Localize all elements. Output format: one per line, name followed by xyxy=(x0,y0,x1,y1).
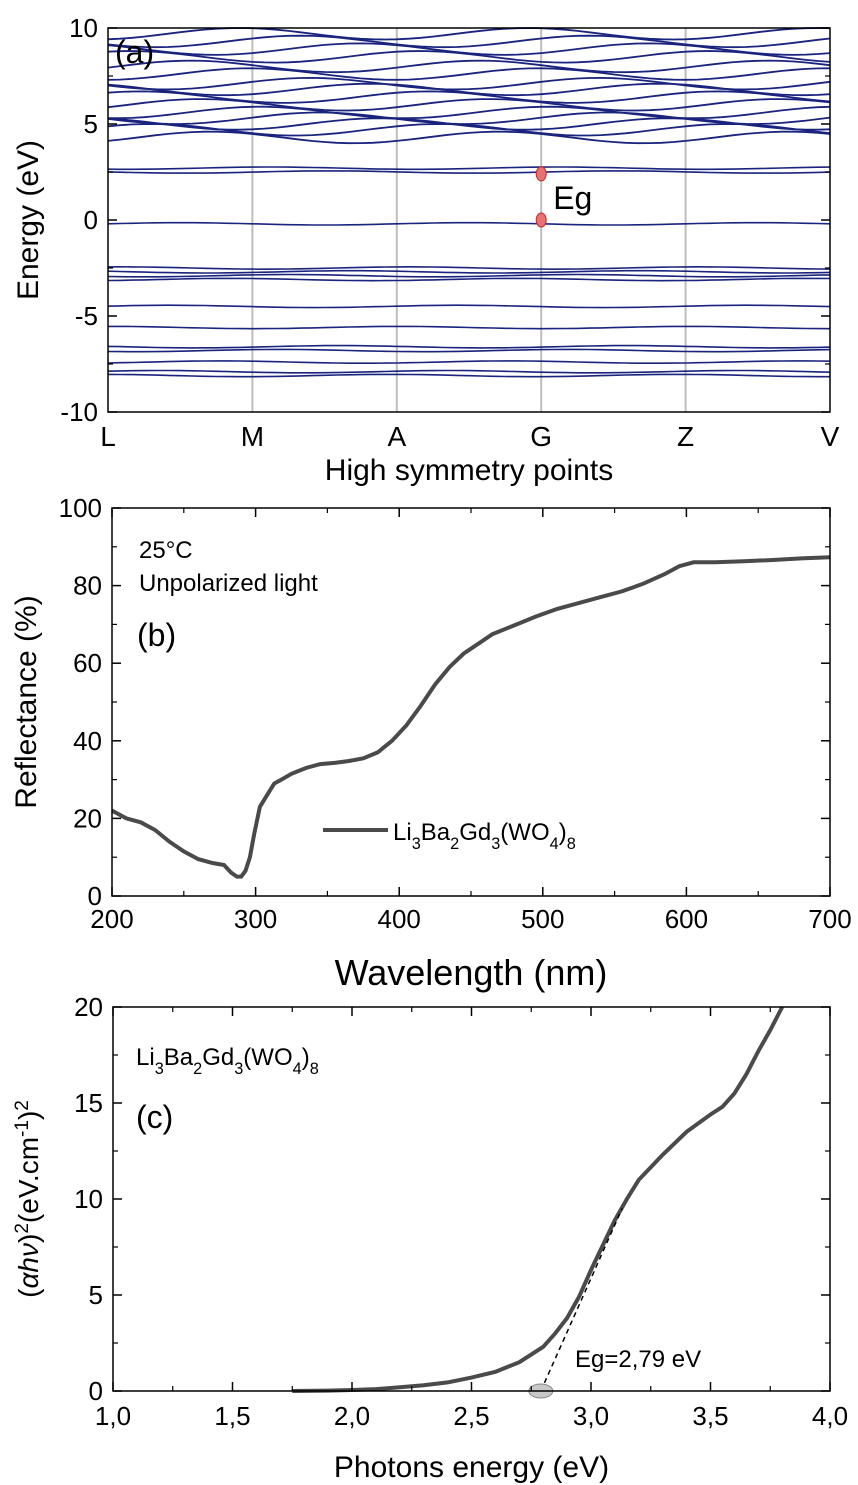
panel-c-eg-annotation: Eg=2,79 eV xyxy=(575,1346,701,1373)
panel-b-ylabel: Reflectance (%) xyxy=(10,595,43,808)
band-line xyxy=(107,304,831,309)
xtick-label: 1,5 xyxy=(214,1401,250,1431)
ytick-label: 100 xyxy=(59,493,102,523)
ytick-label: -5 xyxy=(75,301,98,331)
xtick-label: 500 xyxy=(521,904,564,934)
panel-a-bands xyxy=(107,27,831,378)
xtick-label-V: V xyxy=(821,421,840,452)
panel-b-temperature-annotation: 25°C xyxy=(139,537,193,564)
band-line xyxy=(107,265,831,271)
xtick-label: 600 xyxy=(665,904,708,934)
xtick-label-M: M xyxy=(241,421,264,452)
band-line xyxy=(107,277,831,282)
xtick-label: 1,0 xyxy=(95,1401,131,1431)
band-line xyxy=(107,98,831,112)
xtick-label: 300 xyxy=(234,904,277,934)
panel-c-compound-label: Li3Ba2Gd3(WO4)8 xyxy=(136,1044,319,1078)
band-line xyxy=(107,360,831,364)
ytick-label: 20 xyxy=(73,803,102,833)
ytick-label: -10 xyxy=(60,397,98,427)
band-line xyxy=(107,344,831,349)
panel-b-light-annotation: Unpolarized light xyxy=(139,570,318,597)
gap-point-marker xyxy=(535,166,547,182)
panel-a-xlabel: High symmetry points xyxy=(325,454,613,487)
xtick-label: 2,0 xyxy=(334,1401,370,1431)
band-line xyxy=(107,27,831,41)
ytick-label: 5 xyxy=(89,1280,103,1310)
xtick-label-Z: Z xyxy=(677,421,694,452)
panel-b-series-line xyxy=(111,555,831,879)
ytick-label: 20 xyxy=(74,992,103,1022)
band-line xyxy=(107,273,831,278)
panel-b-ticks: 200 300 400 500 600 700 0 20 40 60 80 100 xyxy=(59,493,852,934)
panel-c-label: (c) xyxy=(136,1099,173,1135)
panel-b-xlabel: Wavelength (nm) xyxy=(335,952,608,993)
panel-a-eg-annotation: Eg xyxy=(553,180,592,216)
band-line xyxy=(107,369,831,374)
xtick-label: 3,5 xyxy=(692,1401,728,1431)
ytick-label: 10 xyxy=(74,1184,103,1214)
band-line xyxy=(107,269,831,274)
xtick-label: 400 xyxy=(378,904,421,934)
band-line xyxy=(107,59,831,74)
band-line xyxy=(107,373,830,378)
ytick-label: 60 xyxy=(73,648,102,678)
band-line xyxy=(107,82,831,97)
band-line xyxy=(108,105,831,120)
panel-a-label: (a) xyxy=(115,34,154,70)
band-line xyxy=(107,130,831,145)
gap-point-marker xyxy=(535,212,547,228)
ytick-label: 0 xyxy=(88,881,102,911)
ytick-label: 10 xyxy=(69,13,98,43)
panel-c-series-line xyxy=(292,1006,784,1393)
band-line xyxy=(108,325,831,330)
ytick-label: 5 xyxy=(84,109,98,139)
band-line xyxy=(107,76,831,91)
band-line xyxy=(107,166,831,171)
xtick-label: 4,0 xyxy=(812,1401,848,1431)
xtick-label: 700 xyxy=(808,904,851,934)
xtick-label-A: A xyxy=(387,421,406,452)
panel-b-legend-text: Li3Ba2Gd3(WO4)8 xyxy=(393,819,576,853)
panel-c-ticks: 1,0 1,5 2,0 2,5 3,0 3,5 4,0 0 5 10 15 20 xyxy=(74,992,848,1431)
panel-b-label: (b) xyxy=(137,617,176,653)
band-line xyxy=(107,42,831,56)
panel-c-ylabel: (αhν)2(eV.cm-1)2 xyxy=(12,1100,45,1298)
panel-c-tauc-plot: 1,0 1,5 2,0 2,5 3,0 3,5 4,0 0 5 10 15 20 Li3Ba2Gd3(… xyxy=(12,992,849,1484)
panel-c-tangent-fit xyxy=(540,1208,623,1392)
panel-a-band-structure: L M A G Z V -10 -5 0 5 10 (a) Eg High symmetry poi… xyxy=(12,13,840,487)
panel-a-gap-markers xyxy=(535,166,547,228)
ytick-label: 80 xyxy=(73,571,102,601)
ytick-label: 0 xyxy=(84,205,98,235)
panel-a-ticks: L M A G Z V -10 -5 0 5 10 xyxy=(60,13,839,452)
ytick-label: 0 xyxy=(89,1376,103,1406)
band-line xyxy=(107,170,831,174)
band-line xyxy=(107,221,831,226)
band-line xyxy=(107,34,831,49)
xtick-label-L: L xyxy=(100,421,116,452)
xtick-label-G: G xyxy=(530,421,552,452)
panel-c-xlabel: Photons energy (eV) xyxy=(334,1451,609,1484)
band-line xyxy=(107,111,831,125)
ytick-label: 40 xyxy=(73,726,102,756)
xtick-label: 200 xyxy=(90,904,133,934)
xtick-label: 2,5 xyxy=(453,1401,489,1431)
band-line xyxy=(107,348,831,353)
xtick-label: 3,0 xyxy=(573,1401,609,1431)
band-line xyxy=(107,117,831,131)
panel-a-ylabel: Energy (eV) xyxy=(12,140,45,300)
band-line xyxy=(107,67,831,81)
ytick-label: 15 xyxy=(74,1088,103,1118)
